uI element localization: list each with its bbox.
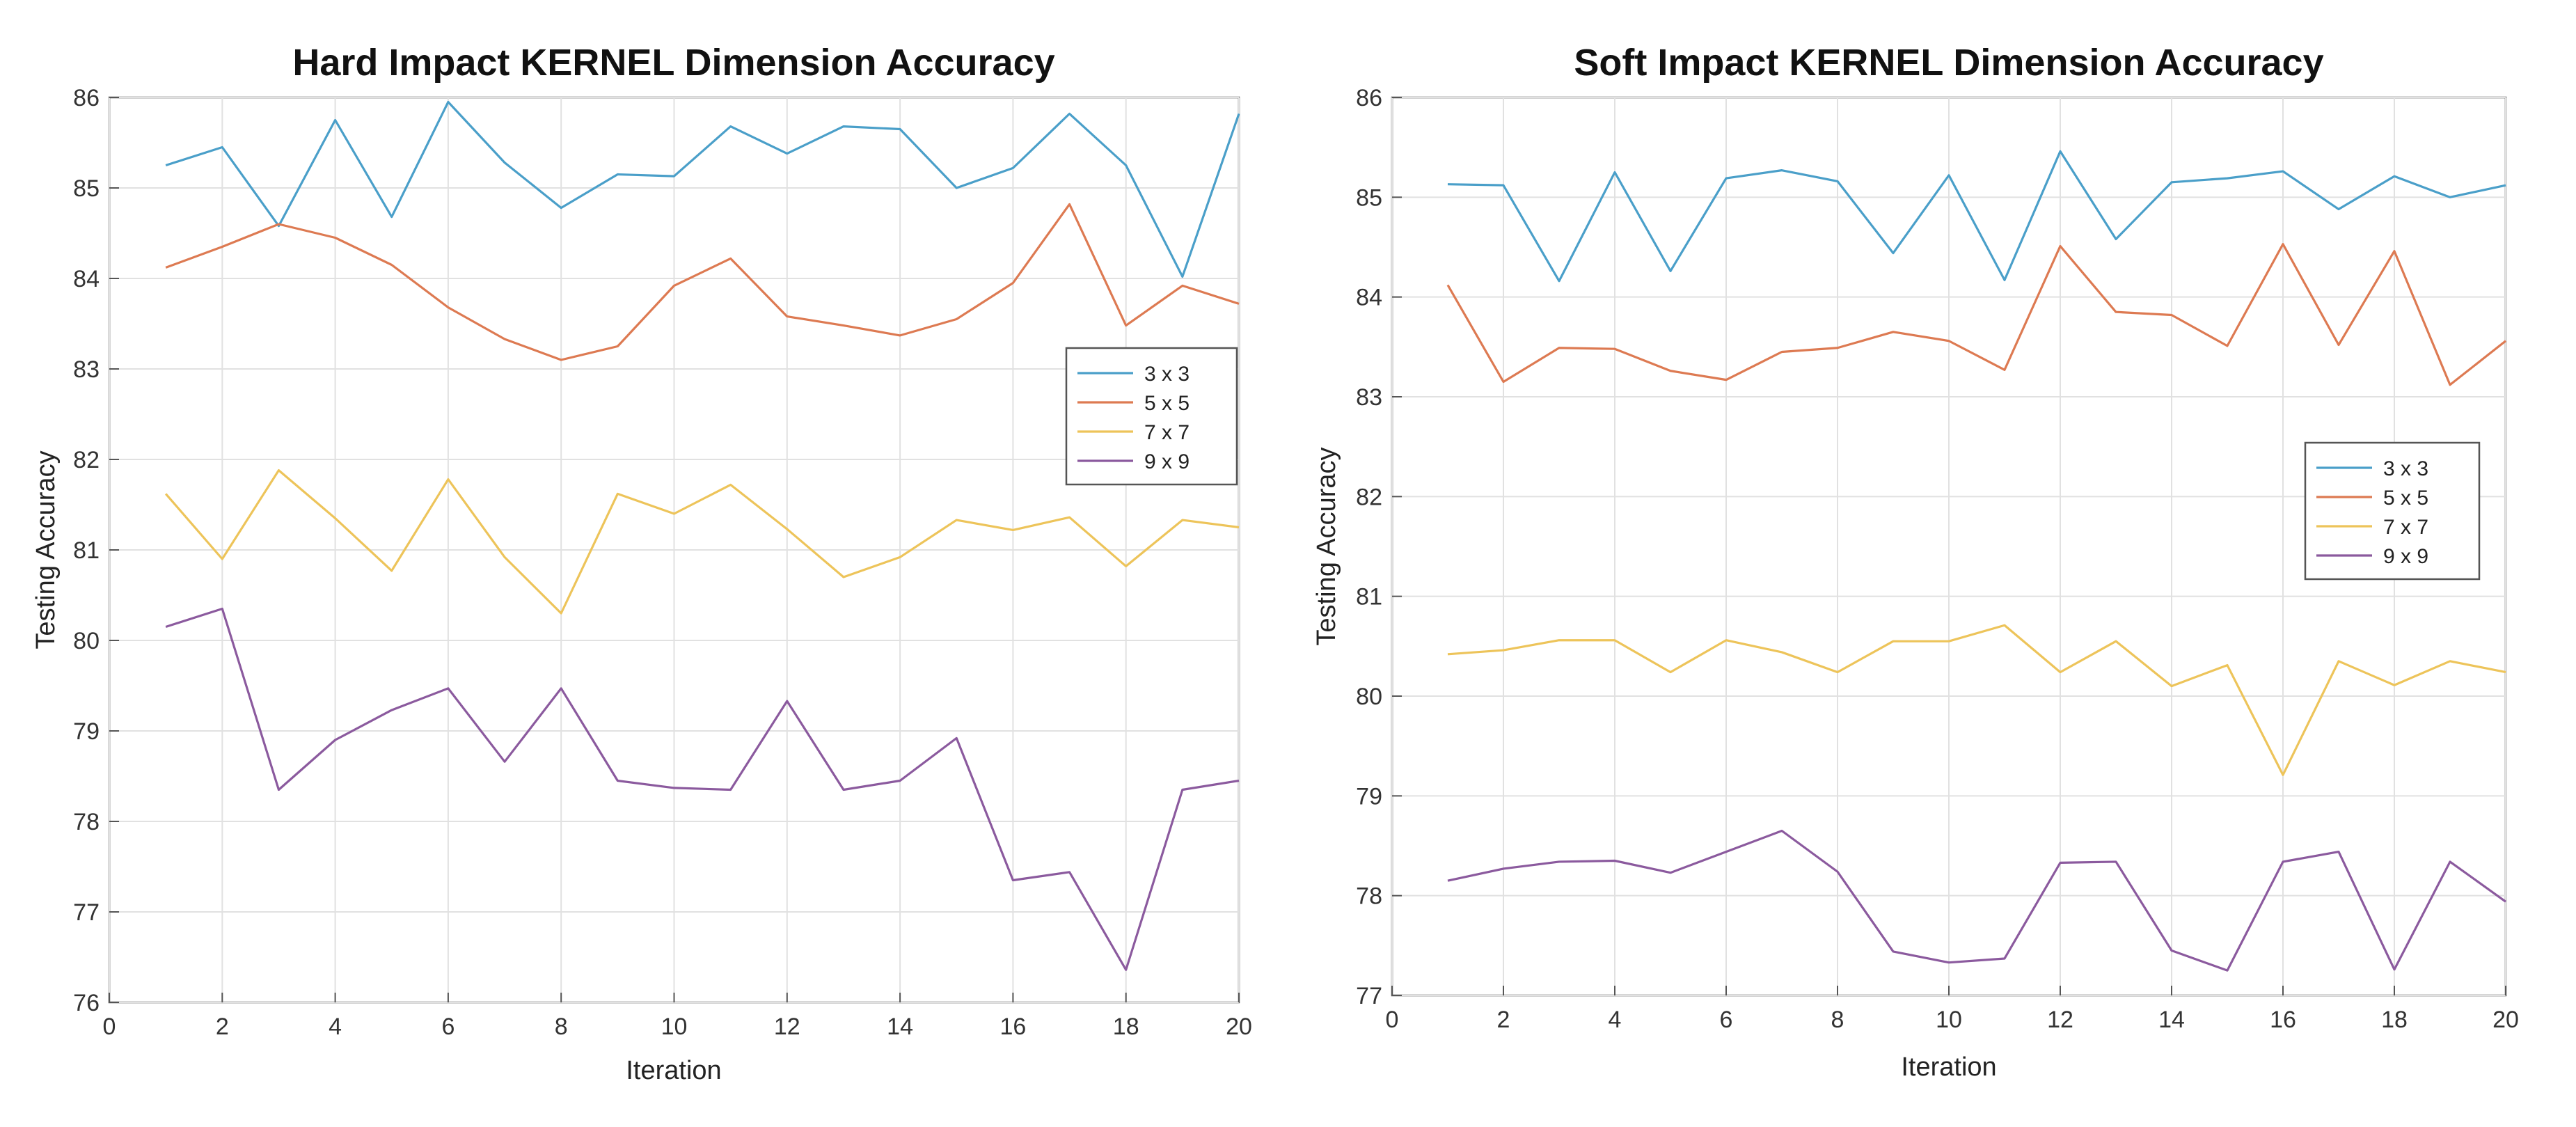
- soft-series-line-9-x-9: [1447, 829, 2506, 972]
- hard-chart-title: Hard Impact KERNEL Dimension Accuracy: [292, 42, 1054, 84]
- soft-x-tick-label: 16: [2270, 1007, 2296, 1033]
- hard-series-line-5-x-5: [165, 203, 1240, 361]
- hard-legend-label-3-x-3: 3 x 3: [1144, 363, 1190, 386]
- hard-x-tick-label: 10: [661, 1014, 688, 1040]
- soft-legend-label-5-x-5: 5 x 5: [2383, 487, 2428, 510]
- hard-y-tick-label: 80: [73, 628, 100, 654]
- soft-y-tick-label: 79: [1356, 783, 1382, 810]
- hard-impact-chart: 0 2 4 6 8 10 12 14 16 18 207677787980818283848586 …: [31, 42, 1252, 1085]
- soft-chart-series-lines: [1446, 150, 2506, 972]
- hard-y-tick-label: 86: [73, 85, 100, 111]
- soft-legend-label-9-x-9: 9 x 9: [2383, 545, 2428, 568]
- soft-y-tick-label: 83: [1356, 384, 1382, 411]
- hard-y-tick-label: 76: [73, 990, 100, 1016]
- hard-y-tick-label: 85: [73, 175, 100, 202]
- soft-y-tick-label: 81: [1356, 584, 1382, 610]
- soft-x-tick-label: 10: [1936, 1007, 1962, 1033]
- hard-series-line-3-x-3: [165, 100, 1240, 278]
- soft-x-tick-label: 12: [2047, 1007, 2073, 1033]
- hard-legend-label-7-x-7: 7 x 7: [1144, 421, 1190, 444]
- hard-x-tick-label: 14: [887, 1014, 913, 1040]
- soft-chart-tick-labels: 0 2 4 6 8 10 12 14 16 18 20 77 78 79 80 81 82 83 84 85 86: [1356, 85, 2519, 1033]
- hard-series-line-7-x-7: [164, 468, 1240, 615]
- soft-legend-label-7-x-7: 7 x 7: [2383, 516, 2428, 539]
- hard-x-tick-label: 16: [999, 1014, 1026, 1040]
- hard-y-tick-label: 84: [73, 266, 100, 292]
- soft-series-line-7-x-7: [1447, 624, 2506, 776]
- hard-y-tick-label: 78: [73, 809, 100, 835]
- soft-y-tick-label: 86: [1356, 85, 1382, 111]
- hard-y-tick-label: 82: [73, 447, 100, 473]
- hard-series-line-9-x-9: [165, 607, 1240, 971]
- soft-x-tick-label: 0: [1386, 1007, 1399, 1033]
- hard-chart-grid: [109, 97, 1240, 1003]
- soft-x-tick-label: 4: [1609, 1007, 1622, 1033]
- hard-y-tick-label: 77: [73, 899, 100, 926]
- soft-y-tick-label: 85: [1356, 184, 1382, 211]
- soft-impact-chart: 0 2 4 6 8 10 12 14 16 18 20 77 78 79 80 81 82 83 84 85 86 So…: [1312, 42, 2519, 1082]
- hard-chart-y-axis-label: Testing Accuracy: [31, 450, 61, 649]
- hard-x-tick-label: 2: [216, 1014, 229, 1040]
- soft-series-line-3-x-3: [1447, 150, 2506, 283]
- soft-y-tick-label: 80: [1356, 684, 1382, 710]
- soft-x-tick-label: 8: [1831, 1007, 1844, 1033]
- soft-x-tick-label: 6: [1720, 1007, 1733, 1033]
- soft-chart-y-axis-label: Testing Accuracy: [1312, 447, 1341, 645]
- hard-chart-x-axis-label: Iteration: [626, 1056, 721, 1085]
- hard-chart-series-lines: [164, 100, 1240, 971]
- hard-legend-label-5-x-5: 5 x 5: [1144, 392, 1190, 415]
- hard-chart-tick-labels: 0 2 4 6 8 10 12 14 16 18 20 76 77 78 79 80 81 82 83 84 85 86: [73, 85, 1252, 1040]
- soft-x-tick-label: 14: [2158, 1007, 2185, 1033]
- soft-series-line-5-x-5: [1446, 243, 2506, 386]
- soft-legend-label-3-x-3: 3 x 3: [2383, 457, 2428, 480]
- hard-y-tick-label: 83: [73, 356, 100, 383]
- soft-y-tick-label: 82: [1356, 484, 1382, 510]
- hard-legend-label-9-x-9: 9 x 9: [1144, 450, 1190, 473]
- hard-x-tick-label: 20: [1226, 1014, 1252, 1040]
- soft-y-tick-label: 78: [1356, 883, 1382, 910]
- soft-chart-legend: 3 x 3 5 x 5 7 x 7 9 x 9: [2304, 441, 2481, 581]
- soft-y-tick-label: 77: [1356, 983, 1382, 1009]
- soft-x-tick-label: 2: [1497, 1007, 1510, 1033]
- hard-x-tick-label: 8: [555, 1014, 568, 1040]
- hard-x-tick-label: 4: [329, 1014, 342, 1040]
- soft-y-tick-label: 84: [1356, 285, 1382, 311]
- hard-x-tick-label: 0: [103, 1014, 116, 1040]
- hard-x-tick-label: 12: [774, 1014, 800, 1040]
- hard-x-tick-label: 6: [441, 1014, 455, 1040]
- soft-x-tick-label: 18: [2381, 1007, 2408, 1033]
- hard-x-tick-label: 18: [1113, 1014, 1139, 1040]
- hard-y-tick-label: 81: [73, 537, 100, 564]
- soft-chart-x-axis-label: Iteration: [1901, 1053, 1996, 1082]
- hard-chart-legend: 3 x 3 5 x 5 7 x 7 9 x 9: [1065, 347, 1238, 486]
- soft-x-tick-label: 20: [2492, 1007, 2519, 1033]
- hard-y-tick-label: 79: [73, 718, 100, 745]
- soft-chart-title: Soft Impact KERNEL Dimension Accuracy: [1574, 42, 2323, 84]
